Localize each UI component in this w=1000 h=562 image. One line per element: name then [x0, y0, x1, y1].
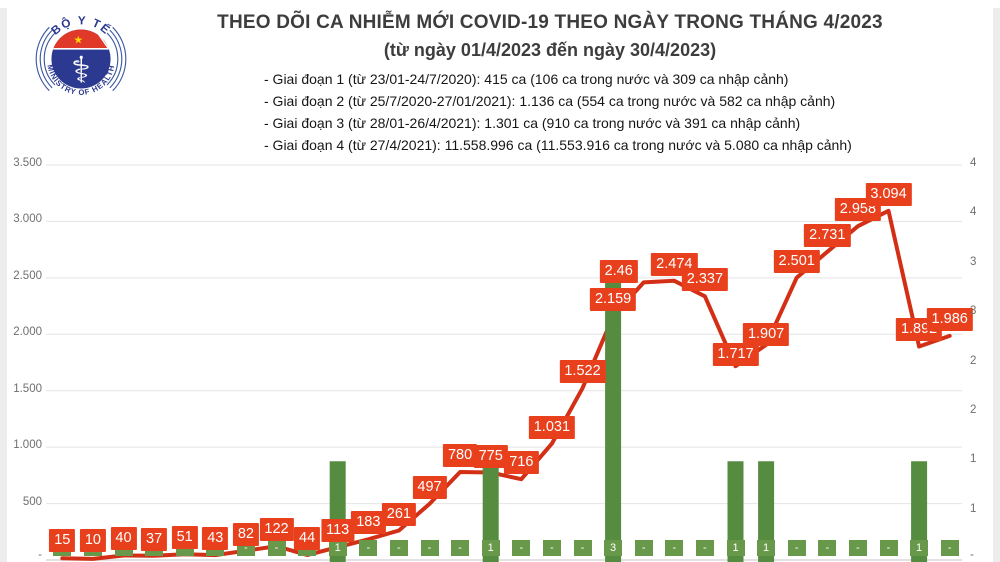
right-axis-tick: 2	[970, 403, 977, 416]
case-count-label-day-26: 2.731	[804, 223, 851, 247]
right-axis-tick: -	[970, 549, 974, 561]
left-axis-tick: 500	[22, 495, 42, 508]
case-count-label-day-15: 775	[473, 444, 508, 468]
bar-value-label-day-24: 1	[757, 540, 776, 556]
case-count-label-day-23: 1.717	[712, 343, 759, 367]
left-axis-tick: 1.500	[13, 382, 42, 395]
logo-svg: BỘ Y TẾ MINISTRY OF HEALTH ★ ⚕	[35, 14, 127, 97]
case-count-label-day-30: 1.986	[926, 307, 973, 331]
case-count-label-day-9: 44	[294, 527, 321, 551]
ministry-of-health-logo: BỘ Y TẾ MINISTRY OF HEALTH ★ ⚕	[34, 6, 128, 112]
bar-value-label-day-14: -	[451, 540, 470, 556]
left-edge-strip	[0, 8, 7, 562]
bar-value-label-day-21: -	[665, 540, 684, 556]
case-count-label-day-14: 780	[442, 443, 478, 467]
case-count-label-day-28: 3.094	[865, 182, 912, 206]
case-count-label-day-7: 82	[232, 522, 259, 546]
case-count-label-day-18: 1.522	[559, 360, 606, 384]
case-count-label-day-17: 1.031	[528, 415, 576, 439]
left-axis-tick: 3.500	[13, 157, 42, 169]
bar-value-label-day-11: -	[359, 540, 378, 556]
bar-value-label-day-13: -	[420, 540, 439, 556]
deaths-bar-day-15	[482, 461, 499, 562]
right-axis-tick: 4	[970, 206, 977, 219]
bar-value-label-day-29: 1	[910, 540, 929, 556]
case-count-label-day-13: 497	[412, 475, 447, 499]
case-count-label-day-4: 37	[141, 527, 168, 551]
bar-value-label-day-8: -	[267, 540, 286, 556]
case-count-label-day-3: 40	[110, 527, 137, 551]
case-count-label-day-20: 2.46	[599, 260, 638, 284]
bar-value-label-day-20: -	[634, 540, 653, 556]
bar-value-label-day-25: -	[787, 540, 806, 556]
case-count-label-day-2: 10	[79, 529, 106, 552]
left-axis-tick: 3.000	[13, 213, 42, 226]
left-axis-tick: 2.000	[13, 326, 42, 339]
deaths-bar-day-19	[605, 263, 622, 562]
page-subtitle: (từ ngày 01/4/2023 đến ngày 30/4/2023)	[383, 40, 717, 60]
case-count-label-day-12: 261	[381, 502, 416, 526]
bar-value-label-day-16: -	[512, 540, 531, 556]
bar-value-label-day-27: -	[848, 540, 867, 556]
logo-flag-fold	[96, 32, 110, 50]
page-title: THEO DÕI CA NHIỄM MỚI COVID-19 THEO NGÀY…	[217, 12, 883, 33]
case-count-label-day-8: 122	[259, 518, 294, 542]
phase-3-summary: - Giai đoạn 3 (từ 28/01-26/4/2021): 1.30…	[264, 115, 801, 131]
bar-value-label-day-15: 1	[481, 540, 500, 556]
deaths-bar-day-29	[911, 461, 928, 562]
right-axis-tick: 2	[970, 354, 977, 367]
case-count-label-day-22: 2.337	[681, 268, 729, 292]
phase-1-summary: - Giai đoạn 1 (từ 23/01-24/7/2020): 415 …	[264, 71, 789, 87]
case-count-label-day-25: 2.501	[773, 249, 820, 273]
deaths-bar-day-23	[727, 461, 744, 562]
bar-value-label-day-19: 3	[604, 540, 623, 556]
case-count-label-day-10: 113	[321, 519, 355, 543]
logo-red-band	[53, 29, 109, 49]
left-axis-tick: -	[38, 549, 42, 561]
right-edge-strip	[993, 8, 1000, 562]
deaths-bar-day-24	[758, 461, 775, 562]
case-count-label-day-19: 2.159	[589, 288, 637, 312]
right-axis-tick: 3	[970, 255, 977, 268]
right-axis-tick: 1	[970, 502, 977, 515]
bar-value-label-day-10: 1	[328, 540, 347, 556]
bar-value-label-day-18: -	[573, 540, 592, 556]
right-axis-tick: 4	[970, 157, 977, 169]
bar-value-label-day-22: -	[695, 540, 714, 556]
bar-value-label-day-12: -	[389, 540, 408, 556]
phase-2-summary: - Giai đoạn 2 (từ 25/7/2020-27/01/2021):…	[264, 93, 836, 109]
case-count-label-day-5: 51	[171, 526, 198, 550]
left-axis-tick: 1.000	[13, 439, 42, 452]
bar-value-label-day-26: -	[818, 540, 837, 556]
case-count-label-day-11: 183	[351, 511, 386, 535]
right-axis-tick: 3	[970, 305, 977, 318]
case-count-label-day-24: 1.907	[742, 322, 790, 346]
bar-value-label-day-17: -	[542, 540, 561, 556]
bar-value-label-day-28: -	[879, 540, 898, 556]
phase-4-summary: - Giai đoạn 4 (từ 27/4/2021): 11.558.996…	[264, 137, 852, 153]
bar-value-label-day-30: -	[940, 540, 959, 556]
bar-value-label-day-23: 1	[726, 540, 745, 556]
star-icon: ★	[73, 35, 83, 47]
case-count-label-day-6: 43	[202, 527, 229, 551]
right-axis-tick: 1	[970, 453, 977, 466]
case-count-label-day-1: 15	[49, 529, 76, 552]
asclepius-staff-icon: ⚕	[71, 48, 91, 91]
case-count-label-day-16: 716	[504, 451, 539, 475]
left-axis-tick: 2.500	[13, 269, 42, 282]
logo-side-arcs	[35, 26, 127, 92]
